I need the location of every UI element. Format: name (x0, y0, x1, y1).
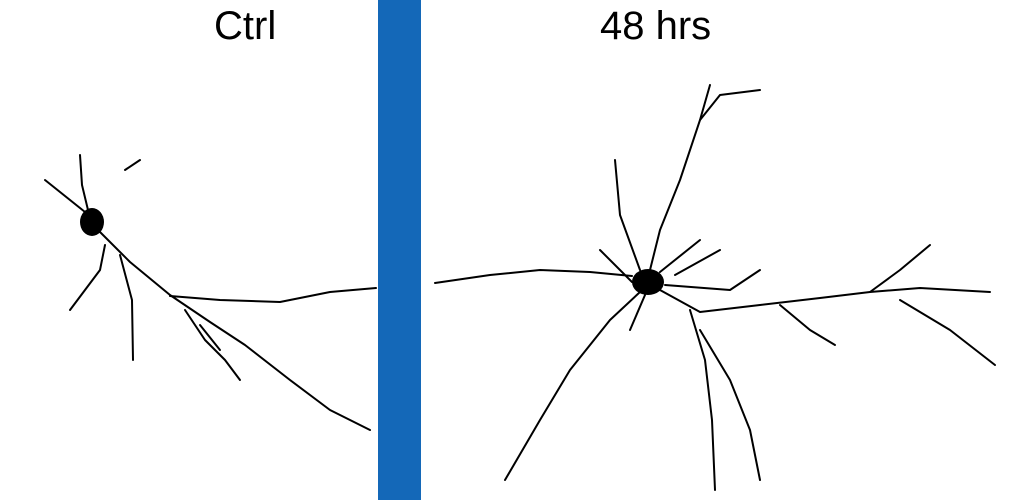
panel-label-ctrl: Ctrl (214, 4, 277, 48)
panel-label-48hrs: 48 hrs (600, 4, 712, 48)
hrs48-soma (632, 269, 664, 295)
hrs48-neuron (434, 84, 996, 491)
panel-divider (378, 0, 421, 500)
ctrl-soma (80, 208, 104, 236)
ctrl-neuron (44, 154, 377, 431)
